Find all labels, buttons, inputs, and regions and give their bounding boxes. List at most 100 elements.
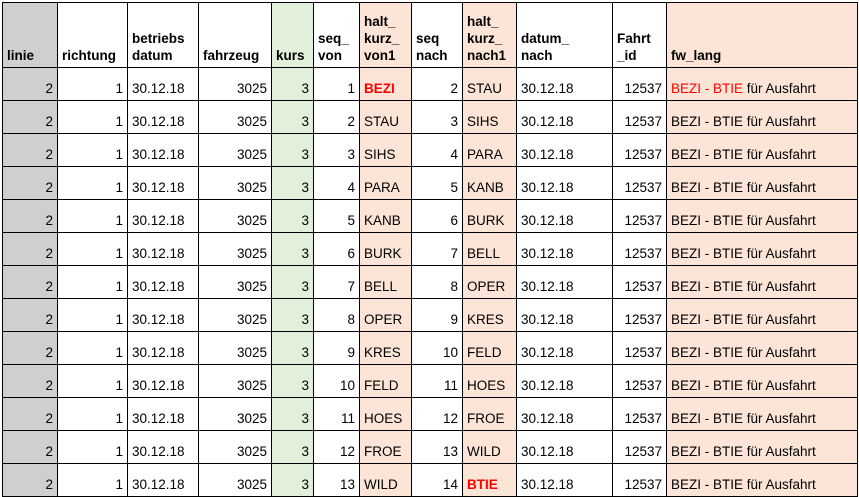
cell-seq-von: 6 <box>313 232 360 266</box>
cell-fw-lang: BEZI - BTIE für Ausfahrt <box>666 298 858 332</box>
table-row: 2 1 30.12.18 3025 3 4 PARA 5 KANB 30.12.… <box>2 166 858 200</box>
cell-halt-von: WILD <box>359 463 412 497</box>
cell-linie: 2 <box>2 133 58 167</box>
cell-kurs: 3 <box>271 397 314 431</box>
cell-seq-von: 3 <box>313 133 360 167</box>
cell-linie: 2 <box>2 463 58 497</box>
cell-fahrzeug: 3025 <box>198 166 272 200</box>
cell-linie: 2 <box>2 364 58 398</box>
cell-halt-nach: SIHS <box>462 100 517 134</box>
fw-lang-route: BEZI - BTIE <box>671 378 744 393</box>
cell-datum-nach: 30.12.18 <box>516 331 613 365</box>
cell-seq-nach: 11 <box>411 364 463 398</box>
fw-lang-route: BEZI - BTIE <box>671 147 744 162</box>
table-row: 2 1 30.12.18 3025 3 9 KRES 10 FELD 30.12… <box>2 331 858 365</box>
cell-seq-von: 13 <box>313 463 360 497</box>
fw-lang-route: BEZI - BTIE <box>671 477 744 492</box>
header-linie: linie <box>2 2 58 68</box>
cell-betriebsdatum: 30.12.18 <box>127 100 199 134</box>
cell-datum-nach: 30.12.18 <box>516 463 613 497</box>
cell-linie: 2 <box>2 265 58 299</box>
fw-lang-suffix: für Ausfahrt <box>743 81 816 96</box>
fw-lang-route: BEZI - BTIE <box>671 114 744 129</box>
cell-kurs: 3 <box>271 100 314 134</box>
cell-fw-lang: BEZI - BTIE für Ausfahrt <box>666 364 858 398</box>
cell-seq-nach: 10 <box>411 331 463 365</box>
cell-seq-nach: 2 <box>411 67 463 101</box>
cell-halt-von: PARA <box>359 166 412 200</box>
cell-seq-nach: 5 <box>411 166 463 200</box>
cell-halt-nach: HOES <box>462 364 517 398</box>
cell-betriebsdatum: 30.12.18 <box>127 430 199 464</box>
header-fw-lang: fw_lang <box>666 2 858 68</box>
header-row: linie richtung betriebs datum fahrzeug k… <box>2 2 858 68</box>
fw-lang-route: BEZI - BTIE <box>671 213 744 228</box>
cell-fahrzeug: 3025 <box>198 364 272 398</box>
cell-linie: 2 <box>2 298 58 332</box>
cell-betriebsdatum: 30.12.18 <box>127 331 199 365</box>
cell-seq-von: 11 <box>313 397 360 431</box>
header-betriebsdatum: betriebs datum <box>127 2 199 68</box>
header-seq-von: seq_ von <box>313 2 360 68</box>
cell-fahrt-id: 12537 <box>612 364 667 398</box>
cell-fahrzeug: 3025 <box>198 133 272 167</box>
cell-fw-lang: BEZI - BTIE für Ausfahrt <box>666 100 858 134</box>
fw-lang-suffix: für Ausfahrt <box>743 147 816 162</box>
cell-richtung: 1 <box>57 397 128 431</box>
header-kurs: kurs <box>271 2 314 68</box>
cell-fw-lang: BEZI - BTIE für Ausfahrt <box>666 463 858 497</box>
cell-kurs: 3 <box>271 265 314 299</box>
cell-betriebsdatum: 30.12.18 <box>127 67 199 101</box>
cell-fw-lang: BEZI - BTIE für Ausfahrt <box>666 331 858 365</box>
cell-halt-von: FROE <box>359 430 412 464</box>
fw-lang-route: BEZI - BTIE <box>671 444 744 459</box>
table-row: 2 1 30.12.18 3025 3 10 FELD 11 HOES 30.1… <box>2 364 858 398</box>
cell-datum-nach: 30.12.18 <box>516 100 613 134</box>
header-halt-kurz-von1: halt_ kurz_ von1 <box>359 2 412 68</box>
table-row: 2 1 30.12.18 3025 3 1 BEZI 2 STAU 30.12.… <box>2 67 858 101</box>
table-row: 2 1 30.12.18 3025 3 2 STAU 3 SIHS 30.12.… <box>2 100 858 134</box>
cell-betriebsdatum: 30.12.18 <box>127 199 199 233</box>
cell-halt-nach: OPER <box>462 265 517 299</box>
cell-seq-nach: 8 <box>411 265 463 299</box>
cell-fahrt-id: 12537 <box>612 67 667 101</box>
cell-betriebsdatum: 30.12.18 <box>127 397 199 431</box>
cell-linie: 2 <box>2 397 58 431</box>
fw-lang-suffix: für Ausfahrt <box>743 378 816 393</box>
cell-richtung: 1 <box>57 298 128 332</box>
fw-lang-suffix: für Ausfahrt <box>743 312 816 327</box>
header-datum-nach: datum_ nach <box>516 2 613 68</box>
header-halt-kurz-nach1: halt_ kurz_ nach1 <box>462 2 517 68</box>
cell-halt-von: STAU <box>359 100 412 134</box>
fw-lang-route: BEZI - BTIE <box>671 81 744 96</box>
cell-halt-von: BURK <box>359 232 412 266</box>
cell-betriebsdatum: 30.12.18 <box>127 133 199 167</box>
cell-halt-nach: PARA <box>462 133 517 167</box>
fw-lang-suffix: für Ausfahrt <box>743 345 816 360</box>
cell-betriebsdatum: 30.12.18 <box>127 166 199 200</box>
cell-fahrzeug: 3025 <box>198 331 272 365</box>
cell-fahrt-id: 12537 <box>612 265 667 299</box>
cell-kurs: 3 <box>271 232 314 266</box>
cell-kurs: 3 <box>271 331 314 365</box>
cell-seq-von: 9 <box>313 331 360 365</box>
cell-seq-nach: 9 <box>411 298 463 332</box>
cell-betriebsdatum: 30.12.18 <box>127 232 199 266</box>
cell-fahrzeug: 3025 <box>198 397 272 431</box>
fw-lang-suffix: für Ausfahrt <box>743 279 816 294</box>
cell-richtung: 1 <box>57 67 128 101</box>
cell-halt-nach: FROE <box>462 397 517 431</box>
cell-halt-nach: BTIE <box>462 463 517 497</box>
cell-betriebsdatum: 30.12.18 <box>127 364 199 398</box>
cell-seq-nach: 13 <box>411 430 463 464</box>
cell-richtung: 1 <box>57 430 128 464</box>
cell-halt-nach: BURK <box>462 199 517 233</box>
cell-seq-von: 1 <box>313 67 360 101</box>
table-row: 2 1 30.12.18 3025 3 7 BELL 8 OPER 30.12.… <box>2 265 858 299</box>
cell-datum-nach: 30.12.18 <box>516 232 613 266</box>
header-richtung: richtung <box>57 2 128 68</box>
cell-seq-nach: 12 <box>411 397 463 431</box>
fw-lang-suffix: für Ausfahrt <box>743 444 816 459</box>
cell-datum-nach: 30.12.18 <box>516 166 613 200</box>
